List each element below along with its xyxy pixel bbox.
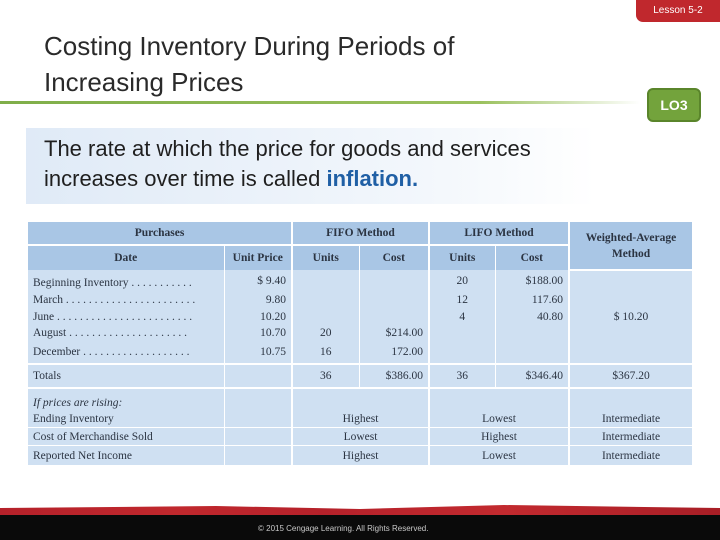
unit-price-column-header: Unit Price (223, 245, 292, 270)
fifo-units-cell (291, 308, 359, 326)
empty-cell (223, 444, 292, 466)
effect-lifo: Highest (427, 427, 570, 446)
title-divider (0, 101, 640, 104)
wa-header-line-2: Method (611, 247, 651, 260)
effect-lifo: Lowest (427, 410, 570, 428)
date-cell: December . . . . . . . . . . . . . . . .… (28, 341, 224, 364)
fifo-cost-cell (358, 292, 429, 309)
table-row: August . . . . . . . . . . . . . . . . .… (28, 325, 693, 342)
copyright-notice: © 2015 Cengage Learning. All Rights Rese… (258, 524, 429, 533)
lifo-units-cell (428, 341, 495, 364)
lesson-tab: Lesson 5-2 (636, 0, 720, 22)
empty-cell (568, 387, 693, 411)
footer (0, 515, 720, 540)
effect-fifo: Lowest (291, 427, 429, 446)
table-row: December . . . . . . . . . . . . . . . .… (28, 341, 693, 364)
title-line-2: Increasing Prices (44, 67, 244, 97)
fifo-units-cell (291, 292, 359, 309)
footer-accent-bar (0, 505, 720, 515)
table-row: June . . . . . . . . . . . . . . . . . .… (28, 308, 693, 326)
rising-prices-label: If prices are rising: (28, 387, 224, 411)
unit-price-cell: $ 9.40 (223, 270, 292, 292)
fifo-units-cell: 20 (291, 325, 359, 342)
date-cell: August . . . . . . . . . . . . . . . . .… (28, 325, 224, 342)
empty-cell (223, 427, 292, 446)
fifo-cost-cell: 172.00 (358, 341, 429, 364)
table-row: Beginning Inventory . . . . . . . . . . … (28, 270, 693, 292)
lifo-units-column-header: Units (428, 245, 495, 270)
date-cell: March . . . . . . . . . . . . . . . . . … (28, 292, 224, 309)
totals-row: Totals 36 $386.00 36 $346.40 $367.20 (28, 362, 693, 389)
effect-row: Cost of Merchandise Sold Lowest Highest … (28, 427, 693, 446)
totals-label: Totals (28, 362, 224, 389)
intro-body: The rate at which the price for goods an… (44, 136, 531, 191)
totals-unit-price-cell (223, 362, 292, 389)
fifo-cost-cell (358, 308, 429, 326)
learning-objective-badge: LO3 (647, 88, 701, 122)
fifo-group-header: FIFO Method (291, 222, 429, 246)
date-column-header: Date (28, 245, 224, 270)
effect-row: Ending Inventory Highest Lowest Intermed… (28, 410, 693, 428)
effect-fifo: Highest (291, 410, 429, 428)
effect-label: Ending Inventory (28, 410, 224, 428)
fifo-cost-column-header: Cost (358, 245, 429, 270)
unit-price-cell: 10.20 (223, 308, 292, 326)
lifo-cost-cell (494, 341, 570, 364)
totals-lifo-units: 36 (428, 362, 495, 389)
weighted-average-header: Weighted-Average Method (568, 222, 693, 271)
fifo-units-column-header: Units (291, 245, 359, 270)
fifo-cost-cell: $214.00 (358, 325, 429, 342)
empty-cell (427, 387, 570, 411)
date-cell: June . . . . . . . . . . . . . . . . . .… (28, 308, 224, 326)
totals-wa: $367.20 (568, 362, 693, 389)
slide-title: Costing Inventory During Periods of Incr… (44, 28, 604, 100)
totals-fifo-cost: $386.00 (358, 362, 429, 389)
fifo-cost-cell (358, 270, 429, 292)
totals-lifo-cost: $346.40 (494, 362, 570, 389)
unit-price-cell: 10.70 (223, 325, 292, 342)
intro-highlight-band (26, 128, 596, 204)
unit-price-cell: 10.75 (223, 341, 292, 364)
effect-wa: Intermediate (568, 444, 693, 466)
lifo-cost-column-header: Cost (494, 245, 570, 270)
effect-lifo: Lowest (427, 444, 570, 466)
inventory-costing-table: Purchases FIFO Method LIFO Method Weight… (28, 222, 693, 466)
effect-label: Reported Net Income (28, 444, 224, 466)
wa-cell: $ 10.20 (568, 308, 693, 326)
lifo-units-cell: 4 (428, 308, 495, 326)
title-line-1: Costing Inventory During Periods of (44, 31, 455, 61)
lifo-cost-cell: $188.00 (494, 270, 570, 292)
lifo-units-cell: 12 (428, 292, 495, 309)
fifo-units-cell: 16 (291, 341, 359, 364)
totals-fifo-units: 36 (291, 362, 359, 389)
wa-header-line-1: Weighted-Average (585, 231, 677, 244)
wa-cell (568, 325, 693, 342)
table-row: March . . . . . . . . . . . . . . . . . … (28, 292, 693, 309)
empty-cell (223, 387, 292, 411)
lifo-units-cell (428, 325, 495, 342)
empty-cell (223, 410, 292, 428)
lifo-cost-cell: 117.60 (494, 292, 570, 309)
unit-price-cell: 9.80 (223, 292, 292, 309)
fifo-units-cell (291, 270, 359, 292)
effect-fifo: Highest (291, 444, 429, 466)
effect-wa: Intermediate (568, 410, 693, 428)
empty-cell (291, 387, 429, 411)
lifo-group-header: LIFO Method (427, 222, 570, 246)
effect-wa: Intermediate (568, 427, 693, 446)
effect-row: Reported Net Income Highest Lowest Inter… (28, 444, 693, 466)
intro-text: The rate at which the price for goods an… (44, 134, 604, 194)
lifo-cost-cell: 40.80 (494, 308, 570, 326)
wa-cell (568, 341, 693, 364)
wa-cell (568, 270, 693, 292)
effect-label: Cost of Merchandise Sold (28, 427, 224, 446)
wa-cell (568, 292, 693, 309)
intro-keyword: inflation. (326, 166, 419, 191)
lifo-units-cell: 20 (428, 270, 495, 292)
lifo-cost-cell (494, 325, 570, 342)
rising-prices-label-row: If prices are rising: (28, 387, 693, 411)
date-cell: Beginning Inventory . . . . . . . . . . … (28, 270, 224, 292)
purchases-group-header: Purchases (28, 222, 292, 246)
